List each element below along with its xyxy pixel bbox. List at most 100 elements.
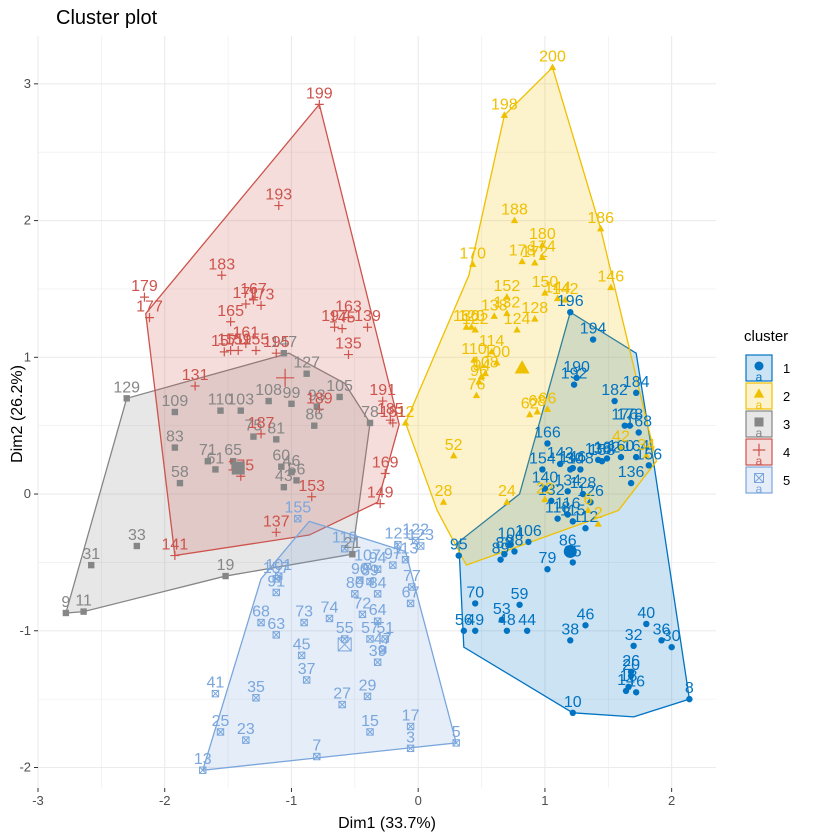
cluster-5-centroid-box — [337, 637, 352, 652]
cluster-5-point-cross — [408, 583, 416, 591]
cluster-1-point-label: 190 — [563, 359, 590, 376]
cluster-1-point-label: 88 — [495, 535, 513, 552]
x-tick-label: 2 — [668, 793, 675, 808]
cluster-2-point — [594, 520, 602, 527]
cluster-5-point — [373, 590, 382, 598]
cluster-5-hull — [201, 520, 458, 771]
cluster-5-point-label: 23 — [237, 721, 255, 738]
cluster-1-point — [587, 499, 594, 506]
cluster-5-point — [406, 599, 415, 608]
cluster-5-point-cross — [412, 536, 420, 545]
cluster-2-point-label: 150 — [532, 274, 559, 291]
cluster-4-point — [226, 317, 236, 327]
cluster-5-point-label: 37 — [298, 661, 316, 678]
cluster-5-centroid — [337, 637, 352, 652]
cluster-3-point-label: 105 — [326, 378, 353, 395]
cluster-1-point-label: 196 — [557, 293, 584, 310]
cluster-5-point — [211, 689, 220, 698]
cluster-4-point-label: 185 — [377, 401, 404, 418]
cluster-5-point — [366, 635, 374, 643]
cluster-2-point — [538, 241, 547, 248]
cluster-4-point-label: 159 — [225, 331, 252, 348]
cluster-1-point-label: 86 — [559, 532, 577, 549]
cluster-3-point-label: 11 — [75, 593, 92, 610]
cluster-2-point-label: 96 — [470, 363, 488, 380]
cluster-5-point-cross — [351, 590, 359, 598]
cluster-5-point-label: 101 — [265, 557, 292, 574]
cluster-2-point-label: 108 — [472, 355, 499, 372]
cluster-4-point-label: 157 — [211, 333, 238, 350]
cluster-5-point-cross — [216, 728, 225, 736]
cluster-5-point-cross — [300, 619, 308, 627]
cluster-2-point — [584, 506, 592, 514]
legend-marker-3 — [754, 417, 764, 427]
cluster-5-point — [351, 590, 359, 598]
cluster-2-point — [500, 111, 509, 118]
cluster-5-point-box — [366, 635, 374, 643]
cluster-1-point — [630, 642, 637, 650]
legend-marker-5 — [754, 473, 764, 483]
cluster-5-point-box — [252, 694, 260, 702]
grid — [37, 36, 716, 788]
y-axis-title: Dim2 (26.2%) — [9, 365, 26, 463]
cluster-5-point — [406, 744, 415, 753]
cluster-2-point-label: 138 — [481, 297, 508, 314]
cluster-5-point-box — [408, 583, 416, 591]
cluster-1-hull — [458, 311, 691, 718]
cluster-5-point-label: 13 — [194, 751, 212, 768]
cluster-5-point — [411, 536, 420, 545]
cluster-2-point-label: 110 — [461, 341, 487, 358]
cluster-4-hull — [145, 102, 400, 557]
cluster-1-point-label: 46 — [577, 606, 595, 623]
cluster-5-point — [294, 514, 302, 523]
y-tick-label: 3 — [24, 76, 31, 91]
cluster-5-point-cross — [452, 739, 460, 747]
cluster-4-point-label: 179 — [131, 278, 158, 295]
cluster-2-point-label: 132 — [494, 295, 521, 312]
cluster-1-point — [564, 511, 571, 518]
cluster-2-point-label: 180 — [529, 226, 556, 243]
cluster-5-point-label: 57 — [361, 620, 379, 637]
cluster-3-point-label: 43 — [275, 468, 293, 485]
cluster-2-point-label: 28 — [435, 483, 453, 500]
cluster-5-point-box — [452, 739, 460, 747]
cluster-5-point-box — [302, 676, 311, 684]
cluster-1-point-label: 178 — [616, 407, 643, 424]
cluster-4-point-label: 199 — [306, 85, 333, 102]
cluster-1-point-label: 38 — [561, 621, 579, 638]
cluster-2-centroid — [514, 360, 530, 374]
x-tick-label: -2 — [159, 793, 171, 808]
cluster-points — [62, 63, 693, 774]
cluster-5-point-label: 35 — [247, 679, 265, 696]
cluster-1-point-label: 166 — [534, 424, 561, 441]
cluster-5-point-cross — [407, 722, 415, 731]
cluster-3-point-label: 9 — [61, 594, 70, 611]
cluster-3-point-label: 109 — [162, 393, 189, 410]
cluster-5-point-label: 39 — [369, 643, 387, 660]
legend-marker-4 — [752, 443, 766, 457]
cluster-2-point — [481, 369, 490, 377]
cluster-1-point-label: 98 — [506, 532, 524, 549]
cluster-3-point-label: 19 — [217, 557, 235, 574]
cluster-5-point — [408, 583, 416, 591]
cluster-1-point-label: 140 — [532, 470, 559, 487]
cluster-4-centroid — [276, 368, 295, 387]
cluster-5-point-label: 63 — [267, 616, 285, 633]
cluster-1-point-label: 16 — [627, 673, 645, 690]
cluster-5-point — [325, 614, 334, 623]
x-tick-label: -3 — [32, 793, 44, 808]
cluster-3-point — [212, 466, 219, 473]
cluster-4-point — [233, 345, 243, 355]
cluster-4-point — [330, 322, 340, 332]
cluster-4-point — [380, 469, 390, 479]
cluster-1-point — [577, 466, 584, 473]
cluster-3-point-label: 103 — [227, 392, 254, 409]
cluster-5-point-box — [411, 536, 420, 545]
cluster-5-point-box — [297, 651, 306, 660]
cluster-3-point-label: 75 — [245, 418, 263, 435]
cluster-1-point — [573, 374, 580, 382]
cluster-4-point-label: 183 — [208, 256, 235, 273]
cluster-2-point — [543, 405, 552, 412]
cluster-1-point — [541, 485, 549, 492]
legend-label-4: 4 — [783, 445, 790, 460]
